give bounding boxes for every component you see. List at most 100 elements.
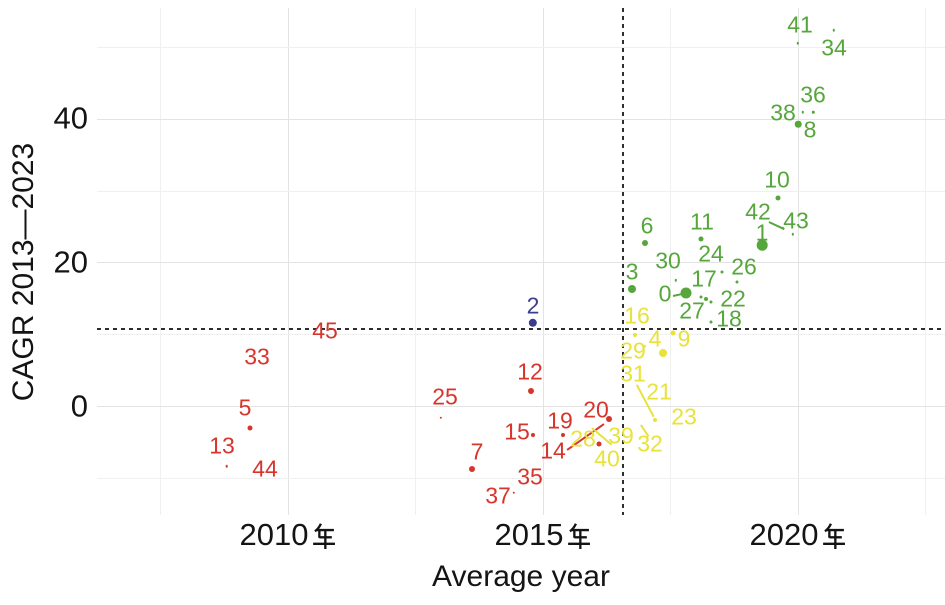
point-label: 30 <box>655 247 681 274</box>
data-point <box>439 416 443 420</box>
point-label: 17 <box>691 265 717 292</box>
point-label: 18 <box>716 305 742 332</box>
point-label: 6 <box>640 212 654 239</box>
data-point <box>528 318 537 328</box>
data-point <box>832 29 835 32</box>
data-point <box>606 415 613 422</box>
data-point <box>720 270 723 274</box>
y-major-gridline <box>97 406 945 407</box>
point-label: 27 <box>679 297 705 324</box>
point-label: 34 <box>821 34 847 61</box>
point-label: 22 <box>720 285 746 312</box>
data-point <box>596 441 602 447</box>
data-point <box>698 236 704 242</box>
y-tick-label: 40 <box>53 100 88 136</box>
point-label: 45 <box>312 317 338 344</box>
data-point <box>643 344 647 348</box>
point-label: 36 <box>800 81 826 108</box>
data-point <box>709 300 713 304</box>
point-label: 38 <box>770 99 796 126</box>
x-tick-year: 2010 <box>239 517 309 552</box>
point-label: 26 <box>731 253 757 280</box>
x-tick-label: 2020 <box>750 517 847 553</box>
point-label: 42 <box>745 198 771 225</box>
data-point <box>653 418 658 423</box>
y-major-gridline <box>97 262 945 263</box>
data-point <box>781 226 784 229</box>
data-point <box>704 296 709 301</box>
point-label: 7 <box>470 438 484 465</box>
point-label: 11 <box>690 208 714 235</box>
point-label: 37 <box>485 482 511 509</box>
x-tick-year: 2015 <box>494 517 564 552</box>
y-tick-label: 0 <box>70 387 88 423</box>
point-label: 32 <box>637 430 663 457</box>
point-label: 19 <box>547 407 573 434</box>
data-point <box>658 349 667 357</box>
point-label: 31 <box>620 360 646 387</box>
point-label: 33 <box>244 343 270 370</box>
point-label: 14 <box>540 437 566 464</box>
point-label: 20 <box>583 396 609 423</box>
horizontal-dashed-refline <box>97 328 945 330</box>
point-label: 24 <box>698 240 724 267</box>
point-label: 40 <box>594 445 620 472</box>
data-point <box>775 195 781 201</box>
data-point <box>527 387 534 394</box>
point-label: 23 <box>671 403 697 430</box>
point-label: 0 <box>658 280 672 307</box>
point-label: 43 <box>783 207 809 234</box>
point-label: 2 <box>526 292 540 319</box>
data-point <box>735 280 739 284</box>
point-label: 5 <box>238 394 252 421</box>
point-label: 35 <box>517 463 543 490</box>
point-label: 29 <box>620 337 646 364</box>
data-point <box>791 232 795 236</box>
nian-character <box>313 523 335 549</box>
data-point <box>225 464 229 468</box>
point-label: 21 <box>646 378 672 405</box>
x-tick-label: 2015 <box>495 517 592 553</box>
data-point <box>468 465 475 472</box>
x-axis-title: Average year <box>432 560 610 593</box>
data-point <box>812 110 815 114</box>
nian-character <box>568 523 590 549</box>
data-point <box>680 287 692 299</box>
y-tick-label: 20 <box>53 244 88 280</box>
data-point <box>796 41 800 45</box>
x-minor-gridline <box>160 8 161 515</box>
data-point <box>670 330 676 336</box>
nian-character <box>823 523 845 549</box>
y-minor-gridline <box>97 478 945 479</box>
x-major-gridline <box>543 8 544 515</box>
point-label: 10 <box>764 166 790 193</box>
point-label: 9 <box>677 325 691 352</box>
x-tick-label: 2010 <box>240 517 337 553</box>
y-minor-gridline <box>97 334 945 335</box>
data-point <box>632 332 637 337</box>
point-label: 16 <box>624 302 650 329</box>
point-label: 41 <box>787 11 813 38</box>
point-label: 44 <box>252 455 278 482</box>
data-point <box>561 433 566 438</box>
y-major-gridline <box>97 119 945 120</box>
x-minor-gridline <box>925 8 926 515</box>
point-label: 4 <box>648 325 662 352</box>
point-label: 28 <box>570 425 596 452</box>
data-point <box>801 110 805 114</box>
data-point <box>530 433 535 438</box>
x-minor-gridline <box>415 8 416 515</box>
x-major-gridline <box>798 8 799 515</box>
y-minor-gridline <box>97 47 945 48</box>
data-point <box>757 239 768 251</box>
y-minor-gridline <box>97 191 945 192</box>
x-minor-gridline <box>670 8 671 515</box>
point-label: 3 <box>625 258 639 285</box>
data-point <box>674 278 677 282</box>
data-point <box>628 284 637 293</box>
data-point <box>699 295 703 299</box>
point-label: 39 <box>608 422 634 449</box>
data-point <box>247 425 253 431</box>
x-major-gridline <box>288 8 289 515</box>
